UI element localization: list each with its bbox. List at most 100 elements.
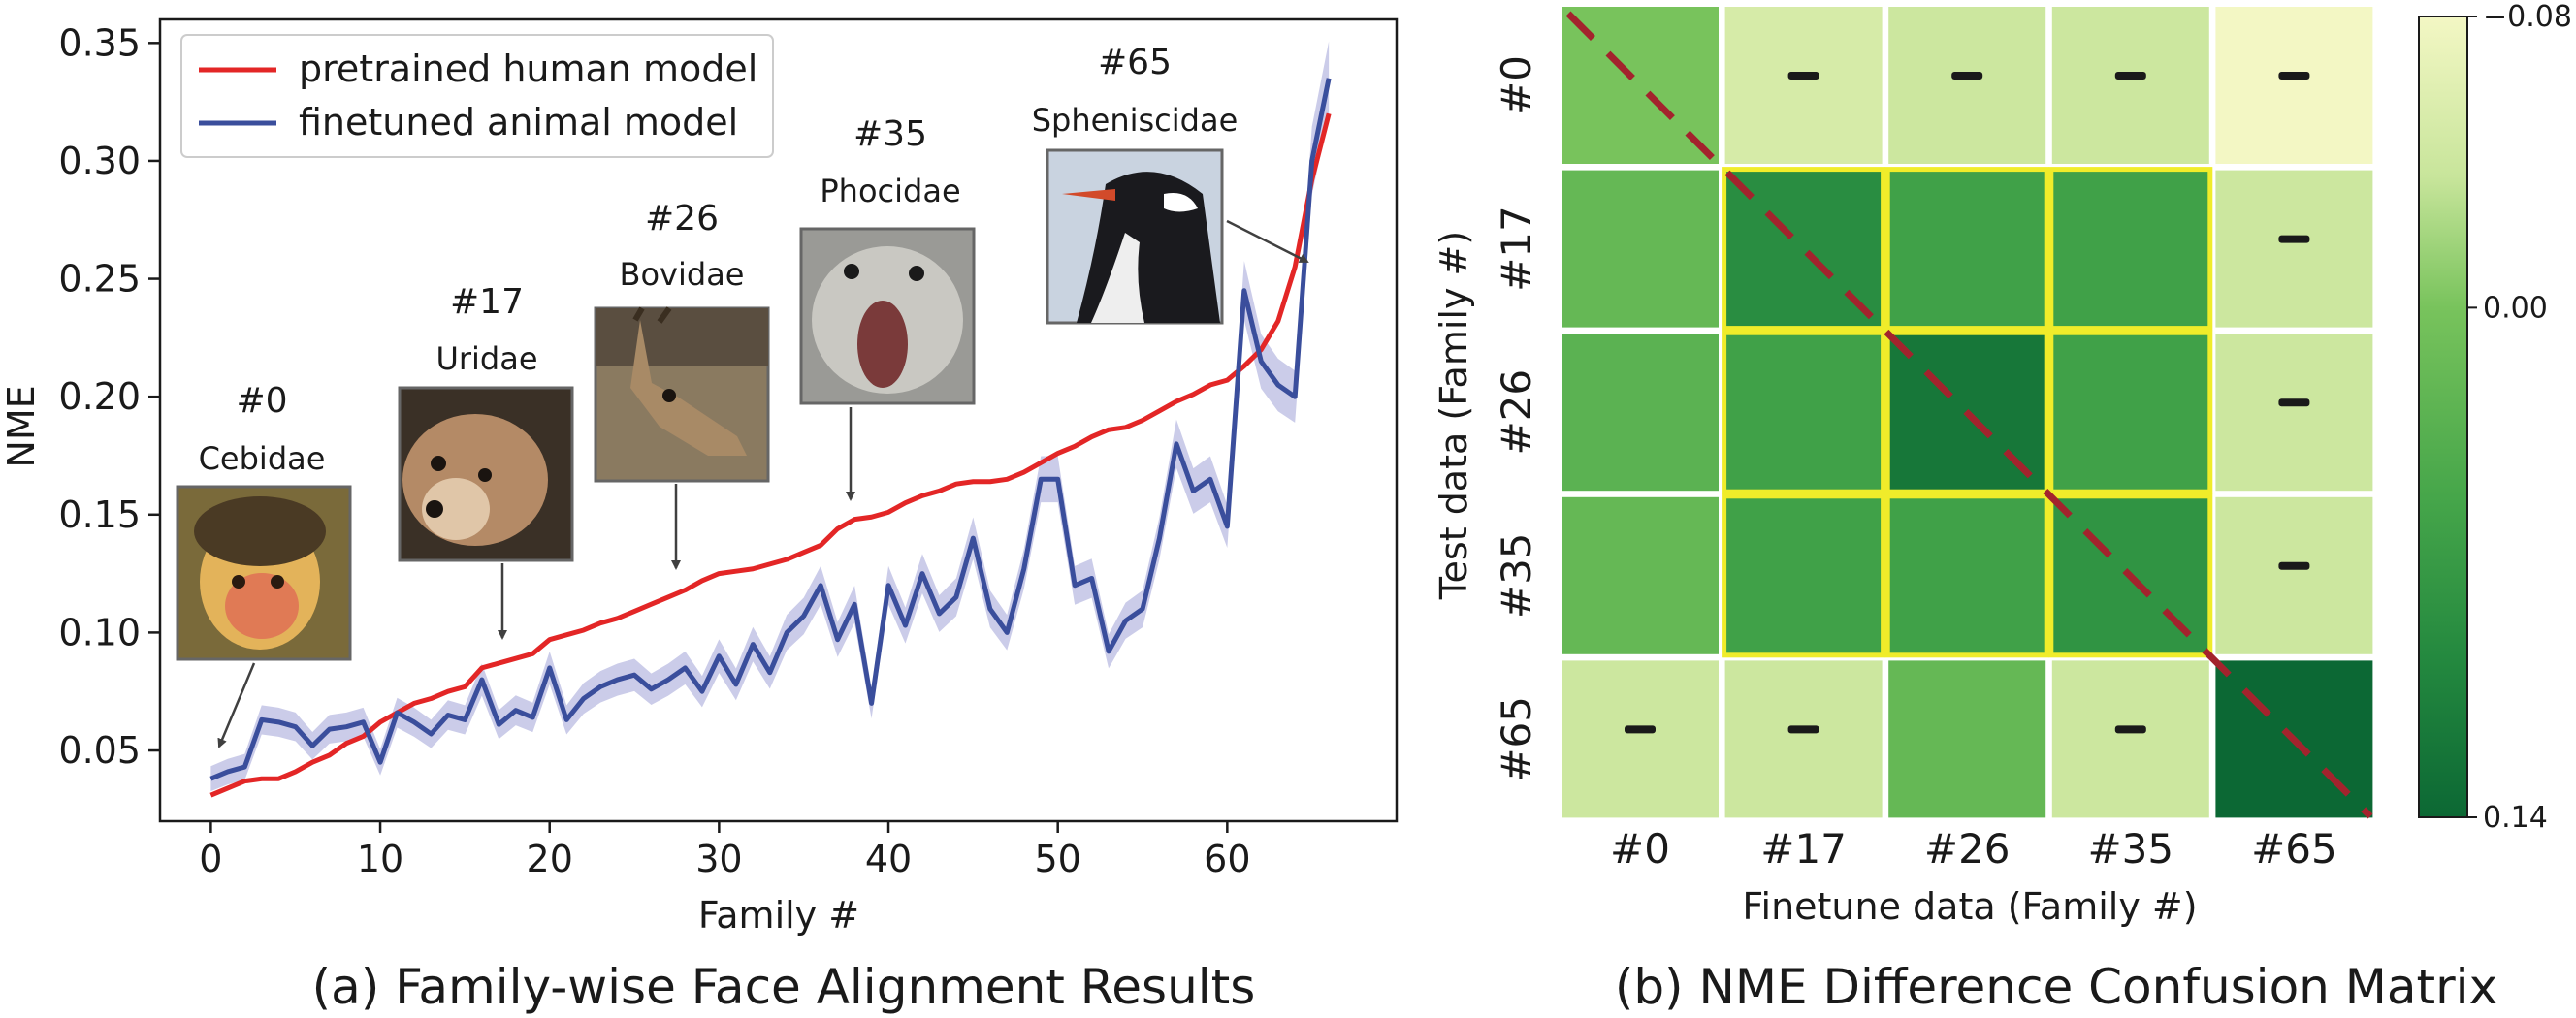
x-tick-label: 60 bbox=[1204, 838, 1250, 880]
penguin-photo bbox=[1046, 148, 1224, 325]
annotation-id-17: #17 bbox=[450, 282, 524, 322]
matrix-cell-65-0 bbox=[1562, 660, 1719, 818]
series-lines bbox=[209, 78, 1332, 798]
negative-marker bbox=[2278, 235, 2310, 243]
annotation-name-0: Cebidae bbox=[199, 440, 326, 477]
matrix-row-label: #26 bbox=[1493, 369, 1540, 456]
negative-marker bbox=[2114, 725, 2146, 734]
line-chart-axes: 0 10 20 30 40 50 60 0.05 0.10 0.15 0.20 0.25 0.30 0.3… bbox=[58, 21, 1250, 880]
highlight-cell-border bbox=[1722, 167, 1886, 332]
highlight-cell-border bbox=[2048, 493, 2213, 658]
matrix-row-label: #35 bbox=[1493, 532, 1540, 619]
legend-label-finetuned: finetuned animal model bbox=[299, 101, 738, 143]
x-tick-label: 50 bbox=[1035, 838, 1081, 880]
annotation-name-35: Phocidae bbox=[820, 173, 960, 209]
finetuned-series-line bbox=[209, 78, 1332, 781]
matrix-cell-0-65 bbox=[2215, 7, 2373, 164]
y-tick-label: 0.15 bbox=[58, 493, 141, 536]
annotation-id-0: #0 bbox=[236, 381, 287, 421]
matrix-cell-0-35 bbox=[2051, 7, 2209, 164]
highlight-cell-border bbox=[1722, 330, 1886, 494]
highlight-cell-border bbox=[1884, 167, 2049, 332]
legend: pretrained human model finetuned animal … bbox=[180, 34, 774, 158]
colorbar-tick-label: −0.08 bbox=[2483, 0, 2572, 34]
annotation-name-65: Spheniscidae bbox=[1032, 102, 1239, 139]
highlight-cell-border bbox=[2048, 330, 2213, 494]
matrix-cell-26-17 bbox=[1724, 334, 1883, 492]
colorbar-tick-label: 0.00 bbox=[2483, 291, 2548, 325]
confusion-matrix-panel: #0 #17 #26 #35 #65 #0 #17 #26 #35 #65 Finetune da… bbox=[1433, 0, 2572, 1015]
matrix-row-label: #17 bbox=[1493, 206, 1540, 292]
matrix-col-label: #26 bbox=[1924, 825, 2011, 873]
y-axis-label: NME bbox=[0, 385, 43, 467]
negative-markers bbox=[1625, 72, 2310, 734]
matrix-cell-0-17 bbox=[1724, 7, 1883, 164]
y-tick-label: 0.20 bbox=[58, 375, 141, 418]
bear-photo bbox=[398, 386, 574, 562]
highlight-cell-border bbox=[1722, 493, 1886, 658]
matrix-cell-17-0 bbox=[1562, 170, 1719, 328]
deer-photo bbox=[594, 306, 770, 483]
highlight-block bbox=[1722, 167, 2213, 658]
matrix-cell-65-26 bbox=[1888, 660, 2046, 818]
y-tick-label: 0.35 bbox=[58, 21, 141, 64]
arrow-0 bbox=[217, 662, 256, 748]
matrix-tick-labels: #0 #17 #26 #35 #65 #0 #17 #26 #35 #65 bbox=[1493, 55, 2337, 873]
annotation-id-65: #65 bbox=[1098, 43, 1172, 82]
monkey-photo bbox=[176, 485, 352, 661]
plot-frame bbox=[158, 17, 1399, 823]
matrix-col-label: #17 bbox=[1760, 825, 1847, 873]
x-tick-label: 20 bbox=[527, 838, 573, 880]
matrix-cell-26-0 bbox=[1562, 334, 1719, 492]
y-tick-label: 0.30 bbox=[58, 140, 141, 182]
highlight-cell-border bbox=[1884, 330, 2049, 494]
y-tick-label: 0.05 bbox=[58, 729, 141, 772]
x-tick-label: 10 bbox=[357, 838, 403, 880]
negative-marker bbox=[1787, 72, 1819, 80]
legend-label-pretrained: pretrained human model bbox=[299, 48, 757, 90]
negative-marker bbox=[2278, 72, 2310, 80]
negative-marker bbox=[2278, 398, 2310, 407]
negative-marker bbox=[1787, 725, 1819, 734]
x-tick-label: 30 bbox=[695, 838, 742, 880]
colorbar-gradient bbox=[2418, 16, 2468, 818]
caption-b: (b) NME Difference Confusion Matrix bbox=[1615, 959, 2497, 1015]
highlight-cell-border bbox=[1884, 493, 2049, 658]
matrix-col-label: #65 bbox=[2251, 825, 2337, 873]
matrix-col-label: #35 bbox=[2087, 825, 2174, 873]
negative-marker bbox=[2278, 561, 2310, 570]
matrix-cell-35-26 bbox=[1888, 496, 2046, 654]
y-tick-label: 0.25 bbox=[58, 258, 141, 301]
matrix-cell-17-65 bbox=[2215, 170, 2373, 328]
x-axis-label: Family # bbox=[698, 894, 859, 937]
cm-y-axis-label: Test data (Family #) bbox=[1433, 231, 1475, 600]
highlight-cell-border bbox=[2048, 167, 2213, 332]
matrix-cell-17-35 bbox=[2051, 170, 2209, 328]
x-tick-label: 40 bbox=[865, 838, 912, 880]
matrix-cell-35-0 bbox=[1562, 496, 1719, 654]
matrix-row-label: #65 bbox=[1493, 696, 1540, 782]
matrix-cell-26-35 bbox=[2051, 334, 2209, 492]
y-tick-label: 0.10 bbox=[58, 611, 141, 653]
negative-marker bbox=[2114, 72, 2146, 80]
annotation-id-26: #26 bbox=[645, 199, 719, 239]
matrix-cell-35-17 bbox=[1724, 496, 1883, 654]
caption-a: (a) Family-wise Face Alignment Results bbox=[312, 959, 1256, 1015]
negative-marker bbox=[1625, 725, 1656, 734]
matrix-cell-65-35 bbox=[2051, 660, 2209, 818]
matrix-cell-17-26 bbox=[1888, 170, 2046, 328]
annotation-name-26: Bovidae bbox=[620, 256, 745, 293]
colorbar: −0.08 0.00 0.14 bbox=[2418, 0, 2572, 835]
matrix-cell-65-17 bbox=[1724, 660, 1883, 818]
annotation-name-17: Uridae bbox=[435, 340, 537, 377]
matrix-cell-35-65 bbox=[2215, 496, 2373, 654]
colorbar-tick-label: 0.14 bbox=[2483, 801, 2548, 835]
line-chart-panel: 0 10 20 30 40 50 60 0.05 0.10 0.15 0.20 0.25 0.30 0.3… bbox=[0, 17, 1399, 1015]
arrow-65 bbox=[1226, 219, 1309, 264]
cm-x-axis-label: Finetune data (Family #) bbox=[1742, 885, 2197, 928]
annotation-id-35: #35 bbox=[853, 114, 927, 154]
matrix-row-label: #0 bbox=[1493, 55, 1540, 115]
matrix-cell-0-26 bbox=[1888, 7, 2046, 164]
diagonal-line bbox=[1565, 11, 2373, 819]
